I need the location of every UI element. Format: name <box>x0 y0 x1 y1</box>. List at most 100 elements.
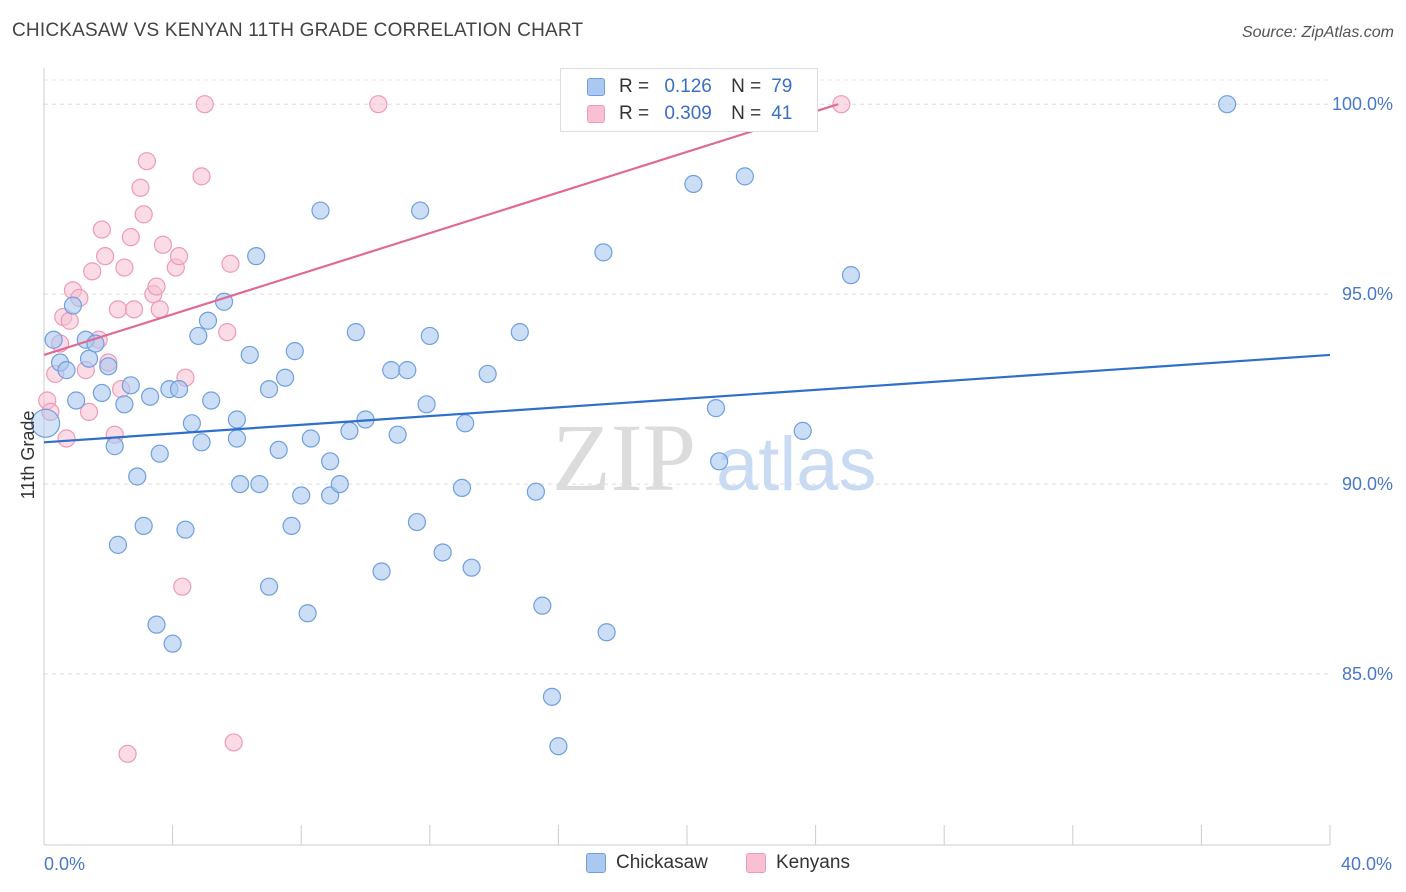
y-tick-label: 85.0% <box>1342 664 1393 684</box>
chickasaw-point <box>549 737 568 756</box>
chickasaw-point <box>231 474 250 494</box>
legend-r-value: 0.126 <box>664 76 712 97</box>
chickasaw-point <box>250 474 269 494</box>
y-tick-label: 90.0% <box>1342 474 1393 494</box>
kenyans-point <box>83 262 102 281</box>
watermark: ZIP atlas <box>552 404 877 511</box>
kenyans-point <box>192 167 211 186</box>
chickasaw-point <box>346 323 365 342</box>
kenyans-point <box>118 744 137 763</box>
kenyans-point <box>115 258 134 277</box>
chickasaw-point <box>510 323 529 342</box>
trend-lines <box>43 103 1331 444</box>
kenyans-point <box>121 228 140 247</box>
chickasaw-point <box>240 345 259 365</box>
chickasaw-point <box>407 512 427 532</box>
legend: R = 0.126 N = 79 R = 0.309 N = 41 <box>560 68 818 132</box>
chickasaw-point <box>115 395 134 414</box>
chickasaw-point <box>189 326 208 346</box>
chickasaw-point <box>1218 95 1237 114</box>
kenyans-point <box>369 95 388 114</box>
chickasaw-point <box>594 243 613 262</box>
chickasaw-point <box>108 535 128 554</box>
chickasaw-point <box>456 414 475 433</box>
kenyans-point <box>150 300 169 319</box>
chickasaw-point <box>533 596 552 615</box>
gridlines <box>44 79 1330 675</box>
legend-r-label: R = <box>619 103 650 124</box>
kenyans-point <box>153 235 173 254</box>
bottom-legend-label: Kenyans <box>776 852 850 873</box>
chickasaw-point <box>330 474 349 494</box>
chickasaw-swatch <box>587 78 605 96</box>
legend-row-kenyans: R = 0.309 N = 41 <box>587 102 792 126</box>
chickasaw-point <box>793 421 812 441</box>
chickasaw-point <box>176 520 195 539</box>
chickasaw-point <box>259 577 279 596</box>
chickasaw-trend-line <box>43 353 1331 444</box>
kenyans-point <box>60 311 79 330</box>
chickasaw-point <box>259 380 279 399</box>
chickasaw-point <box>147 615 166 634</box>
legend-n-label: N = <box>731 76 762 97</box>
chickasaw-point <box>321 452 340 471</box>
x-tick-label: 40.0% <box>1341 854 1392 874</box>
legend-n-value: 79 <box>771 76 793 97</box>
kenyans-point <box>221 254 240 273</box>
y-tick-label: 100.0% <box>1332 94 1393 114</box>
chickasaw-point <box>372 562 391 581</box>
kenyans-point <box>147 277 166 296</box>
chickasaw-point <box>169 380 189 399</box>
chart-title: CHICKASAW VS KENYAN 11TH GRADE CORRELATI… <box>12 20 584 41</box>
chickasaw-point <box>292 486 311 505</box>
chickasaw-point <box>420 326 439 346</box>
chickasaw-point <box>298 604 317 623</box>
chickasaw-point <box>150 444 169 463</box>
chickasaw-point <box>388 425 407 444</box>
chickasaw-point <box>417 395 436 414</box>
chickasaw-point <box>67 391 86 410</box>
chickasaw-point <box>227 410 246 429</box>
chickasaw-point <box>57 361 76 380</box>
source-label: Source: ZipAtlas.com <box>1241 24 1394 41</box>
chickasaw-point <box>398 361 417 380</box>
kenyans-point <box>173 577 192 596</box>
kenyans-point <box>79 402 99 422</box>
kenyans-point <box>218 323 237 342</box>
legend-r-value: 0.309 <box>664 103 712 124</box>
kenyans-point <box>92 220 111 239</box>
legend-n-label: N = <box>731 103 762 124</box>
chickasaw-point <box>192 433 211 452</box>
bottom-legend-kenyans: Kenyans <box>746 852 850 874</box>
chickasaw-point <box>247 247 266 266</box>
chickasaw-point <box>276 368 295 387</box>
kenyans-point <box>95 247 115 266</box>
chickasaw-point <box>140 387 160 406</box>
kenyans-trend-line <box>43 103 839 356</box>
kenyans-point <box>108 300 128 319</box>
chickasaw-point <box>452 478 472 497</box>
x-tick-label: 0.0% <box>44 854 85 874</box>
axes <box>43 68 1331 846</box>
tick-labels: 85.0% 90.0% 95.0% 100.0% 0.0% 40.0% <box>44 94 1393 874</box>
chickasaw-points <box>31 95 1237 756</box>
kenyans-point <box>224 733 243 752</box>
chickasaw-point <box>44 330 63 349</box>
chickasaw-point <box>79 349 99 368</box>
chickasaw-point <box>597 623 616 642</box>
kenyans-point <box>195 95 214 114</box>
legend-r-label: R = <box>619 76 650 97</box>
kenyans-swatch <box>746 853 766 873</box>
y-axis-title: 11th Grade <box>18 411 38 500</box>
chickasaw-point <box>202 391 221 410</box>
legend-row-chickasaw: R = 0.126 N = 79 <box>587 75 792 99</box>
kenyans-point <box>57 429 76 448</box>
chickasaw-point <box>311 201 330 220</box>
kenyans-point <box>124 300 144 319</box>
chickasaw-point <box>105 437 124 456</box>
chickasaw-point <box>411 201 430 220</box>
chickasaw-point <box>382 361 401 380</box>
chickasaw-point <box>285 342 304 361</box>
chickasaw-point <box>478 364 497 384</box>
